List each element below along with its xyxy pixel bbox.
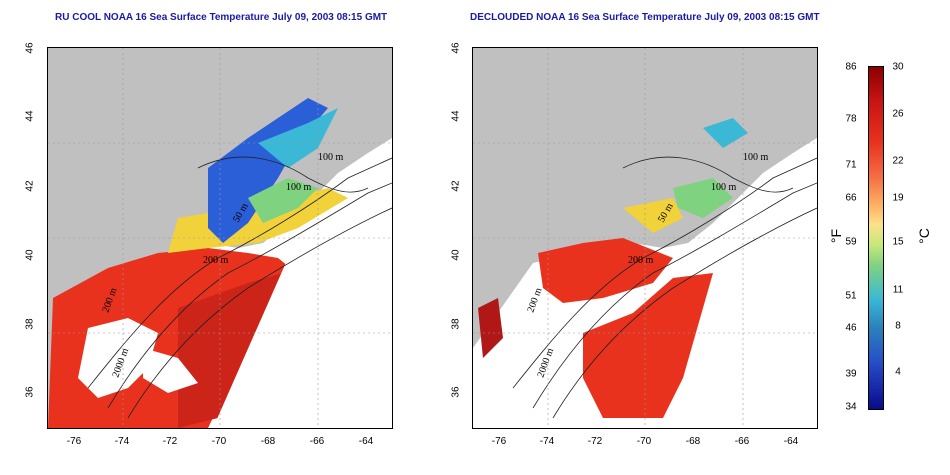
contour-line <box>552 207 817 419</box>
lon-tick: -70 <box>211 436 227 447</box>
lon-tick: -66 <box>734 436 750 447</box>
contour-label: 100 m <box>743 152 769 163</box>
celsius-unit-label: °C <box>916 228 932 244</box>
lon-tick: -64 <box>783 436 799 447</box>
contour-line <box>512 157 817 389</box>
lat-lon-grid <box>48 48 392 428</box>
gulf-stream-hot-region <box>178 273 283 428</box>
celsius-tick: 26 <box>892 108 904 120</box>
lat-tick: 42 <box>24 180 36 192</box>
fahrenheit-tick: 78 <box>845 113 857 125</box>
lon-tick: -68 <box>260 436 276 447</box>
lat-tick: 40 <box>24 249 36 261</box>
contour-line <box>107 182 392 409</box>
lon-tick: -74 <box>539 436 555 447</box>
left-map-panel: 100 m 100 m 50 m 200 m 2000 m 200 m <box>47 47 393 429</box>
contour-label: 200 m <box>628 255 654 266</box>
contour-label: 100 m <box>286 182 312 193</box>
lon-tick: -68 <box>685 436 701 447</box>
right-map-canvas: 100 m 100 m 50 m 200 m 2000 m 200 m <box>473 48 817 428</box>
right-map-panel: 100 m 100 m 50 m 200 m 2000 m 200 m <box>472 47 818 429</box>
contour-label: 100 m <box>711 182 737 193</box>
shelf-mixed-region <box>168 188 348 253</box>
lon-tick: -76 <box>491 436 507 447</box>
fahrenheit-tick: 51 <box>845 290 857 302</box>
hot-region <box>478 298 503 358</box>
lat-tick: 38 <box>24 318 36 330</box>
celsius-tick: 19 <box>892 192 904 204</box>
right-map-title: DECLOUDED NOAA 16 Sea Surface Temperatur… <box>470 12 820 23</box>
fahrenheit-tick: 71 <box>845 159 857 171</box>
lat-tick: 40 <box>450 249 462 261</box>
lat-tick: 36 <box>24 386 36 398</box>
lon-tick: -72 <box>587 436 603 447</box>
cloud-patch <box>78 318 158 398</box>
contour-line <box>87 157 392 389</box>
lat-tick: 44 <box>24 110 36 122</box>
yellow-region <box>623 198 683 233</box>
lat-lon-grid <box>473 48 817 428</box>
lat-tick: 38 <box>450 318 462 330</box>
lon-tick: -76 <box>66 436 82 447</box>
celsius-tick: 22 <box>892 155 904 167</box>
celsius-tick: 30 <box>892 61 904 73</box>
contour-line <box>532 182 817 409</box>
celsius-tick: 8 <box>895 320 901 332</box>
lat-tick: 46 <box>450 42 462 54</box>
lon-tick: -72 <box>162 436 178 447</box>
lon-tick: -64 <box>358 436 374 447</box>
celsius-tick: 15 <box>892 236 904 248</box>
cloud-patch <box>143 348 198 393</box>
lon-tick: -66 <box>309 436 325 447</box>
left-map-canvas: 100 m 100 m 50 m 200 m 2000 m 200 m <box>48 48 392 428</box>
lon-tick: -70 <box>636 436 652 447</box>
fahrenheit-tick: 59 <box>845 236 857 248</box>
celsius-tick: 11 <box>892 284 904 296</box>
cool-green-region <box>248 178 318 223</box>
warm-water-region <box>538 238 673 303</box>
cool-green-region <box>673 178 733 218</box>
cyan-patches <box>703 118 748 148</box>
contour-label: 200 m <box>203 255 229 266</box>
lon-tick: -74 <box>114 436 130 447</box>
warm-water-region <box>583 273 713 418</box>
contour-label: 100 m <box>318 152 344 163</box>
fahrenheit-tick: 39 <box>845 368 857 380</box>
no-data-region <box>213 168 392 428</box>
fahrenheit-tick: 34 <box>845 401 857 413</box>
colorbar <box>868 66 884 410</box>
lat-tick: 42 <box>450 180 462 192</box>
fahrenheit-tick: 86 <box>845 61 857 73</box>
contour-line <box>197 156 369 193</box>
lat-tick: 46 <box>24 42 36 54</box>
celsius-tick: 4 <box>895 366 901 378</box>
lat-tick: 44 <box>450 110 462 122</box>
contour-line <box>622 156 794 193</box>
left-map-title: RU COOL NOAA 16 Sea Surface Temperature … <box>55 12 388 23</box>
lat-tick: 36 <box>450 386 462 398</box>
fahrenheit-tick: 66 <box>845 192 857 204</box>
fahrenheit-unit-label: °F <box>828 228 844 244</box>
contour-line <box>127 207 392 419</box>
fahrenheit-tick: 46 <box>845 322 857 334</box>
